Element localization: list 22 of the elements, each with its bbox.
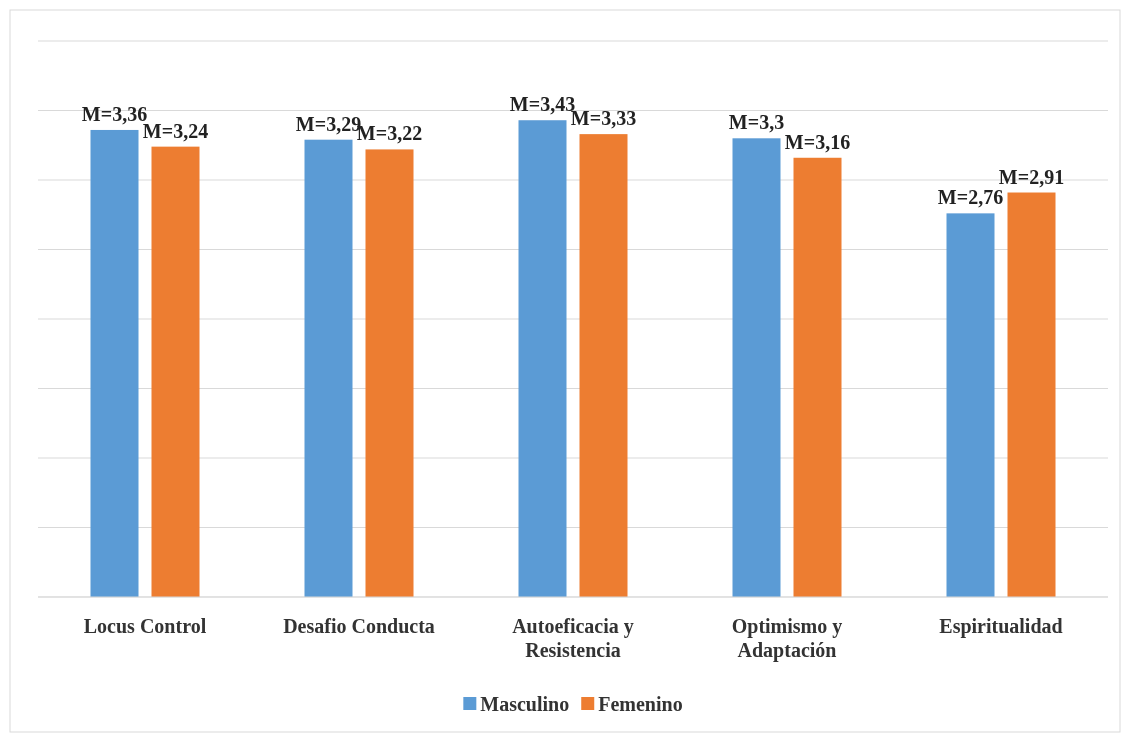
bar <box>90 129 139 597</box>
x-tick-label: Espiritualidad <box>939 615 1063 638</box>
bar <box>1007 192 1056 597</box>
bar <box>365 149 414 597</box>
bar <box>946 213 995 597</box>
bar <box>151 146 200 597</box>
data-label: M=3,16 <box>784 130 851 153</box>
data-label: M=2,91 <box>998 165 1065 188</box>
data-label: M=2,76 <box>937 186 1004 209</box>
legend-label: Masculino <box>480 693 570 715</box>
x-tick-label: Locus Control <box>83 615 207 637</box>
data-label: M=3,3 <box>728 111 785 134</box>
x-tick-label: Optimismo y Adaptación <box>731 615 843 662</box>
legend-label: Femenino <box>598 693 683 715</box>
data-label: M=3,36 <box>81 102 148 125</box>
bar <box>518 120 567 597</box>
bar <box>793 157 842 597</box>
x-tick-label: Autoeficacia y Resistencia <box>512 615 634 661</box>
bar <box>579 134 628 597</box>
bar <box>732 138 781 597</box>
bar <box>304 139 353 597</box>
x-tick-label: Desafio Conducta <box>283 615 435 637</box>
